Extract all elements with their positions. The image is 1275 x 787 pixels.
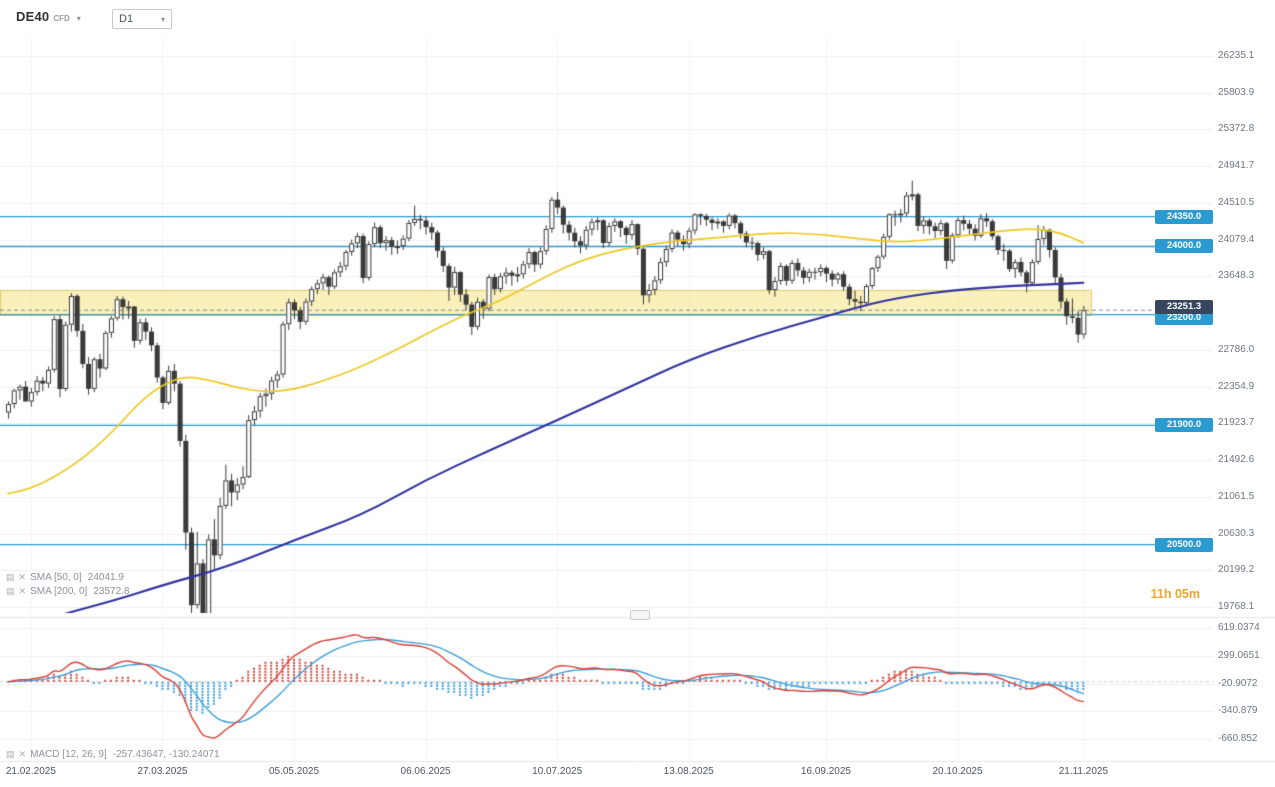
chevron-down-icon: ▾	[76, 14, 81, 23]
macd-axis-tick: -660.852	[1218, 733, 1258, 745]
date-axis-tick: 06.06.2025	[400, 766, 451, 777]
current-price-badge: 23251.3	[1155, 300, 1213, 315]
indicator-label: SMA [200, 0]	[30, 586, 88, 597]
timeframe-label: D1	[119, 13, 134, 25]
indicator-label: MACD [12, 26, 9]	[30, 749, 107, 760]
indicator-label: SMA [50, 0]	[30, 572, 82, 583]
date-axis-tick: 10.07.2025	[532, 766, 583, 777]
candle-countdown: 11h 05m	[1150, 587, 1200, 601]
indicator-settings-icon[interactable]: ▤	[6, 572, 15, 582]
price-axis-tick: 24079.4	[1218, 233, 1255, 245]
price-axis-tick: 25372.8	[1218, 123, 1255, 135]
chevron-down-icon: ▾	[160, 14, 165, 24]
price-axis-tick: 22786.0	[1218, 343, 1255, 355]
indicator-settings-icon[interactable]: ▤	[6, 749, 15, 759]
price-level-badge[interactable]: 21900.0	[1155, 418, 1213, 433]
indicator-legend-sma50: ▤ ✕ SMA [50, 0] 24041.9	[6, 572, 124, 583]
macd-axis-tick: -20.9072	[1218, 677, 1258, 689]
price-axis-tick: 24941.7	[1218, 160, 1255, 172]
price-axis-tick: 22354.9	[1218, 380, 1255, 392]
date-axis-tick: 13.08.2025	[663, 766, 714, 777]
price-axis-tick: 23648.3	[1218, 270, 1255, 282]
indicator-legend-sma200: ▤ ✕ SMA [200, 0] 23572.8	[6, 586, 129, 597]
date-axis-tick: 21.11.2025	[1058, 766, 1109, 777]
price-axis-tick: 26235.1	[1218, 50, 1255, 61]
symbol-selector[interactable]: DE40 CFD ▾	[16, 9, 81, 24]
instrument-type-label: CFD	[53, 14, 70, 23]
price-axis-tick: 25803.9	[1218, 86, 1255, 98]
indicator-value: 24041.9	[87, 572, 124, 583]
indicator-value: 23572.8	[93, 586, 130, 597]
date-axis-tick: 05.05.2025	[268, 766, 320, 777]
price-axis-tick: 20199.2	[1218, 564, 1255, 576]
indicator-settings-icon[interactable]: ▤	[6, 586, 15, 596]
timeframe-selector[interactable]: D1 ▾	[112, 9, 172, 29]
price-axis-tick: 24510.5	[1218, 196, 1255, 208]
price-level-badge[interactable]: 24350.0	[1155, 209, 1213, 224]
price-axis-tick: 21061.5	[1218, 490, 1255, 502]
price-level-badge[interactable]: 24000.0	[1155, 239, 1213, 254]
price-axis-tick: 21492.6	[1218, 454, 1255, 466]
indicator-value: -257.43647, -130.24071	[112, 749, 220, 760]
indicator-remove-icon[interactable]: ✕	[18, 749, 27, 759]
panel-resize-handle[interactable]	[630, 610, 650, 620]
price-axis-tick: 20630.3	[1218, 527, 1255, 539]
price-level-badge[interactable]: 23200.0	[1155, 310, 1213, 325]
macd-axis-tick: 619.0374	[1218, 622, 1260, 633]
date-axis-tick: 20.10.2025	[932, 766, 983, 777]
date-axis-tick: 16.09.2025	[800, 766, 851, 777]
date-axis-tick: 21.02.2025	[5, 766, 56, 777]
symbol-label: DE40	[16, 9, 50, 24]
indicator-remove-icon[interactable]: ✕	[18, 586, 27, 596]
price-level-badge[interactable]: 20500.0	[1155, 537, 1213, 552]
indicator-remove-icon[interactable]: ✕	[18, 572, 27, 582]
price-axis-tick: 21923.7	[1218, 417, 1255, 429]
macd-axis-tick: 299.0651	[1218, 649, 1260, 661]
indicator-legend-macd: ▤ ✕ MACD [12, 26, 9] -257.43647, -130.24…	[6, 749, 220, 760]
macd-axis-tick: -340.879	[1218, 705, 1258, 717]
date-axis-tick: 27.03.2025	[137, 766, 188, 777]
price-axis-tick: 19768.1	[1218, 601, 1255, 612]
